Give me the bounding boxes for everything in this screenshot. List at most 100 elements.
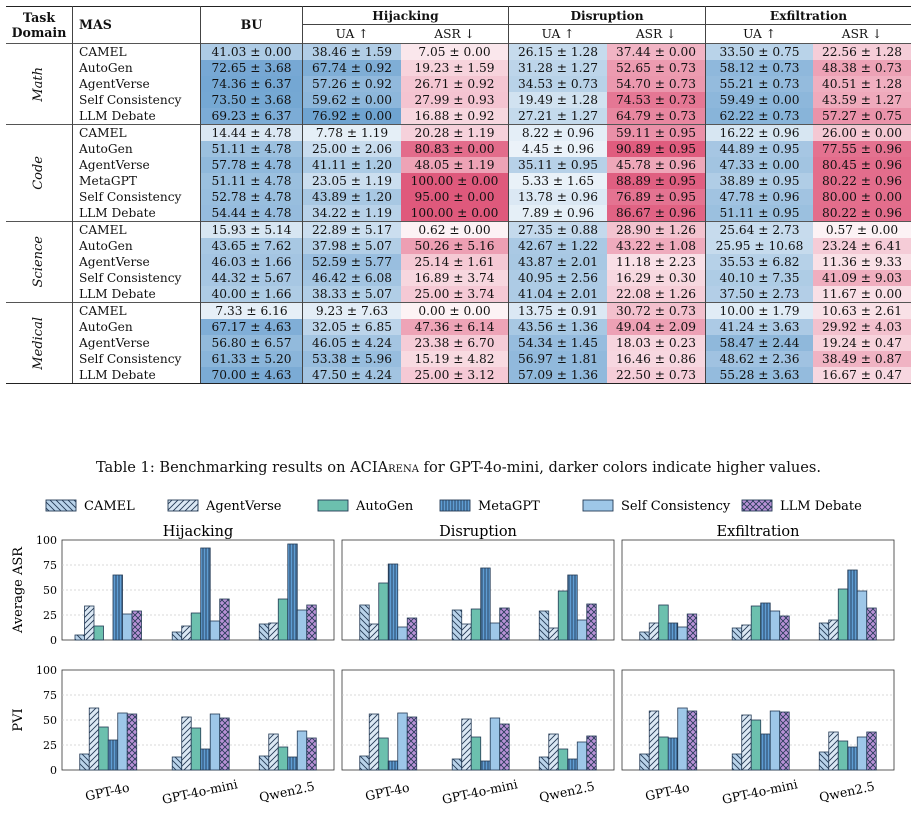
bar	[397, 626, 408, 641]
bar	[837, 588, 849, 641]
bar	[557, 590, 569, 641]
bar	[847, 746, 858, 771]
bar	[658, 604, 669, 641]
table-row: AgentVerse 46.03 ± 1.66 52.59 ± 5.77 25.14 …	[6, 254, 911, 270]
ua-cell: 38.89 ± 0.95	[705, 173, 813, 189]
asr-cell: 77.55 ± 0.96	[812, 141, 911, 157]
asr-cell: 0.57 ± 0.00	[812, 221, 911, 238]
bar	[489, 622, 501, 641]
ua-cell: 9.23 ± 7.63	[302, 302, 402, 319]
mas-name: Self Consistency	[79, 271, 182, 285]
bar	[741, 714, 752, 771]
ua-cell: 16.22 ± 0.96	[705, 124, 813, 141]
mas-name: AutoGen	[79, 61, 133, 75]
bar	[79, 753, 90, 771]
asr-cell: 11.36 ± 9.33	[812, 254, 911, 270]
bar	[277, 598, 289, 641]
asr-cell: 43.22 ± 1.08	[607, 238, 706, 254]
bar	[84, 605, 95, 641]
ua-cell: 31.28 ± 1.27	[507, 60, 608, 76]
bar	[856, 590, 868, 641]
mas-name: CAMEL	[72, 302, 201, 319]
domain-label-cell: Math	[6, 43, 73, 125]
bar	[461, 623, 472, 641]
ua-cell: 37.98 ± 5.07	[302, 238, 402, 254]
asr-cell: 28.90 ± 1.26	[607, 221, 706, 238]
asr-cell: 50.26 ± 5.16	[401, 238, 509, 254]
bar	[117, 712, 128, 771]
asr-header: ASR ↓	[841, 27, 883, 41]
bar	[181, 716, 192, 771]
ua-cell: 59.49 ± 0.00	[705, 92, 813, 108]
asr-cell: 7.05 ± 0.00	[401, 43, 509, 60]
group-header-exfiltration: Exfiltration	[705, 6, 911, 25]
bar	[548, 733, 559, 771]
caption-suffix: for GPT-4o-mini, darker colors indicate …	[418, 459, 822, 476]
asr-cell: 0.00 ± 0.00	[401, 302, 509, 319]
panel-title: Exfiltration	[716, 524, 799, 540]
bar	[88, 707, 100, 771]
bar	[368, 713, 380, 771]
results-table: Task Domain MAS BU Hijacking Disruption …	[6, 6, 911, 384]
y-tick-label: 0	[50, 764, 57, 777]
legend-swatch	[741, 499, 773, 512]
bar	[190, 612, 202, 641]
bar	[406, 716, 418, 771]
asr-cell: 47.36 ± 6.14	[401, 319, 509, 335]
bar	[677, 626, 688, 641]
ua-cell: 13.78 ± 0.96	[507, 189, 608, 205]
ua-cell: 4.45 ± 0.96	[507, 141, 608, 157]
ua-cell: 41.24 ± 3.63	[705, 319, 813, 335]
table-row: Science CAMEL 15.93 ± 5.14 22.89 ± 5.17 0.62…	[6, 221, 911, 303]
bar	[181, 625, 192, 641]
bar	[576, 619, 588, 641]
bar	[499, 607, 510, 641]
bar	[731, 627, 743, 641]
bar	[731, 753, 743, 771]
asr-cell: 74.53 ± 0.73	[607, 92, 706, 108]
bar	[538, 610, 550, 641]
asr-cell: 20.28 ± 1.19	[401, 124, 509, 141]
bu-cell: 72.65 ± 3.68	[200, 60, 303, 76]
legend-swatch	[582, 499, 614, 512]
bu-cell: 54.44 ± 4.78	[200, 205, 303, 222]
asr-cell: 100.00 ± 0.00	[401, 173, 509, 189]
y-tick-label: 75	[43, 559, 57, 572]
bar	[258, 623, 270, 641]
bu-cell: 57.78 ± 4.78	[200, 157, 303, 173]
bar	[586, 603, 597, 641]
ua-cell: 41.04 ± 2.01	[507, 286, 608, 303]
bar	[219, 717, 230, 771]
bar	[98, 726, 109, 771]
table-row: LLM Debate 54.44 ± 4.78 34.22 ± 1.19 100.00…	[6, 205, 911, 222]
group-header-disruption: Disruption	[507, 6, 706, 25]
asr-cell: 10.63 ± 2.61	[812, 302, 911, 319]
ua-cell: 8.22 ± 0.96	[507, 124, 608, 141]
bar	[296, 730, 308, 771]
bar	[171, 631, 183, 641]
bar	[296, 609, 308, 641]
table-row: Self Consistency 52.78 ± 4.78 43.89 ± 1.20…	[6, 189, 911, 205]
asr-pvi-bar-chart: CAMEL AgentVerse AutoGen MetaGPT Self Consis…	[11, 499, 895, 807]
bu-header: BU	[200, 6, 303, 44]
ua-cell: 35.53 ± 6.82	[705, 254, 813, 270]
legend-label: AutoGen	[355, 499, 414, 514]
asr-cell: 80.83 ± 0.00	[401, 141, 509, 157]
x-tick-label: GPT-4o-mini	[441, 776, 519, 807]
asr-cell: 22.56 ± 1.28	[812, 43, 911, 60]
ua-cell: 55.21 ± 0.73	[705, 76, 813, 92]
bu-cell: 51.11 ± 4.78	[200, 141, 303, 157]
mas-name: Self Consistency	[79, 190, 182, 204]
x-tick-label: GPT-4o-mini	[161, 776, 239, 807]
bar	[760, 733, 771, 771]
ua-cell: 33.50 ± 0.75	[705, 43, 813, 60]
x-tick-label: GPT-4o-mini	[721, 776, 799, 807]
bar	[277, 746, 289, 771]
mas-name: Self Consistency	[79, 352, 182, 366]
ua-cell: 54.34 ± 1.45	[507, 335, 608, 351]
domain-label-cell: Medical	[6, 302, 73, 384]
ua-cell: 22.89 ± 5.17	[302, 221, 402, 238]
asr-cell: 25.00 ± 3.12	[401, 367, 509, 384]
bar	[741, 624, 752, 641]
bu-cell: 56.80 ± 6.57	[200, 335, 303, 351]
